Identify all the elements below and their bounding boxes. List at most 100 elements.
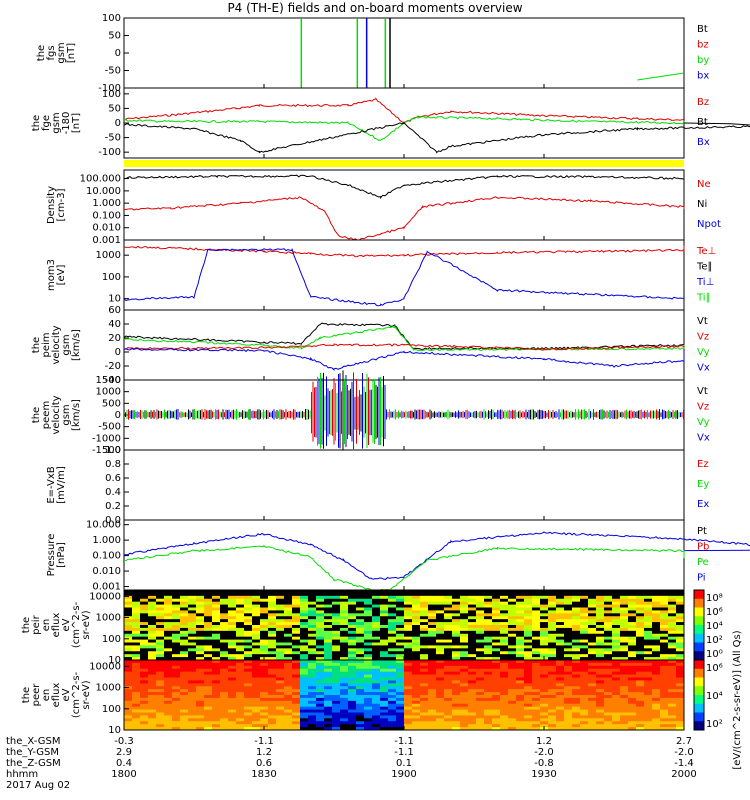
spectrogram-cell bbox=[164, 648, 173, 652]
spectrogram-cell bbox=[148, 660, 157, 664]
spectrogram-cell bbox=[524, 607, 533, 611]
spectrogram-cell bbox=[228, 697, 237, 702]
spectrogram-cell bbox=[172, 695, 181, 699]
spectrogram-cell bbox=[148, 683, 157, 687]
spectrogram-cell bbox=[172, 642, 181, 646]
spectrogram-cell bbox=[524, 689, 533, 693]
spectrogram-cell bbox=[508, 657, 517, 661]
spectrogram-cell bbox=[180, 627, 189, 632]
spectrogram-cell bbox=[572, 700, 581, 705]
spectrogram-cell bbox=[412, 686, 421, 690]
spectrogram-cell bbox=[660, 674, 669, 678]
spectrogram-cell bbox=[236, 662, 245, 667]
spectrogram-cell bbox=[604, 695, 613, 699]
spectrogram-cell bbox=[444, 613, 453, 617]
spectrogram-cell bbox=[532, 727, 541, 731]
spectrogram-cell bbox=[540, 645, 549, 649]
spectrogram-cell bbox=[380, 709, 389, 713]
spectrogram-cell bbox=[460, 630, 469, 635]
spectrogram-cell bbox=[596, 616, 605, 620]
spectrogram-cell bbox=[428, 639, 437, 643]
spectrogram-cell bbox=[556, 622, 565, 626]
spectrogram-cell bbox=[516, 671, 525, 676]
y-axis-label-line: the bbox=[21, 617, 32, 633]
spectrogram-cell bbox=[148, 639, 157, 643]
spectrogram-cell bbox=[596, 703, 605, 708]
spectrogram-cell bbox=[556, 633, 565, 638]
spectrogram-cell bbox=[132, 724, 141, 728]
spectrogram-cell bbox=[460, 683, 469, 687]
spectrogram-cell bbox=[228, 625, 237, 629]
spectrogram-cell bbox=[460, 697, 469, 702]
spectrogram-cell bbox=[548, 607, 557, 611]
spectrogram-cell bbox=[516, 622, 525, 626]
spectrogram-cell bbox=[348, 651, 357, 655]
spectrogram-cell bbox=[604, 651, 613, 655]
colorbar-segment bbox=[694, 598, 704, 608]
spectrogram-cell bbox=[236, 627, 245, 632]
spectrogram-cell bbox=[612, 689, 621, 693]
spectrogram-cell bbox=[628, 636, 637, 641]
spectrogram-cell bbox=[620, 627, 629, 632]
spectrogram-cell bbox=[540, 627, 549, 632]
spectrogram-cell bbox=[476, 622, 485, 626]
spectrogram-cell bbox=[532, 689, 541, 693]
spectrogram-cell bbox=[668, 660, 677, 664]
y-tick-label: 10.000 bbox=[86, 186, 121, 197]
y-tick-label: 1.000 bbox=[92, 198, 121, 209]
spectrogram-cell bbox=[492, 636, 501, 641]
spectrogram-cell bbox=[220, 616, 229, 620]
spectrogram-cell bbox=[156, 601, 165, 606]
spectrogram-cell bbox=[204, 627, 213, 632]
spectrogram-cell bbox=[388, 718, 397, 722]
x-axis-value: 1830 bbox=[251, 769, 276, 780]
spectrogram-cell bbox=[612, 604, 621, 608]
spectrogram-cell bbox=[244, 654, 253, 658]
spectrogram-cell bbox=[668, 697, 677, 702]
spectrogram-cell bbox=[508, 636, 517, 641]
spectrogram-cell bbox=[292, 651, 301, 655]
spectrogram-cell bbox=[308, 645, 317, 649]
x-axis-value: -0.3 bbox=[114, 736, 134, 747]
spectrogram-cell bbox=[460, 595, 469, 600]
spectrogram-cell bbox=[644, 680, 653, 684]
spectrogram-cell bbox=[588, 619, 597, 623]
spectrogram-cell bbox=[324, 645, 333, 649]
spectrogram-cell bbox=[388, 616, 397, 620]
spectrogram-cell bbox=[676, 695, 685, 699]
spectrogram-cell bbox=[308, 709, 317, 713]
spectrogram-cell bbox=[668, 654, 677, 658]
spectrogram-cell bbox=[604, 692, 613, 696]
spectrogram-cell bbox=[636, 636, 645, 641]
spectrogram-cell bbox=[140, 668, 149, 673]
spectrogram-cell bbox=[604, 724, 613, 728]
spectrogram-cell bbox=[620, 590, 629, 594]
spectrogram-cell bbox=[180, 590, 189, 594]
spectrogram-cell bbox=[212, 724, 221, 728]
spectrogram-cell bbox=[636, 627, 645, 632]
spectrogram-cell bbox=[532, 674, 541, 678]
spectrogram-cell bbox=[532, 703, 541, 708]
spectrogram-cell bbox=[644, 590, 653, 594]
spectrogram-cell bbox=[228, 654, 237, 658]
spectrogram-cell bbox=[236, 674, 245, 678]
spectrogram-cell bbox=[140, 625, 149, 629]
legend-entry: Vz bbox=[697, 331, 709, 342]
spectrogram-cell bbox=[316, 622, 325, 626]
spectrogram-cell bbox=[252, 590, 261, 594]
spectrogram-cell bbox=[276, 651, 285, 655]
spectrogram-cell bbox=[516, 642, 525, 646]
spectrogram-cell bbox=[596, 686, 605, 690]
spectrogram-cell bbox=[340, 683, 349, 687]
spectrogram-cell bbox=[268, 692, 277, 696]
spectrogram-cell bbox=[428, 645, 437, 649]
spectrogram-cell bbox=[388, 668, 397, 673]
spectrogram-cell bbox=[484, 648, 493, 652]
spectrogram-cell bbox=[372, 718, 381, 722]
spectrogram-cell bbox=[236, 616, 245, 620]
spectrogram-cell bbox=[332, 654, 341, 658]
spectrogram-cell bbox=[260, 639, 269, 643]
spectrogram-cell bbox=[212, 610, 221, 614]
spectrogram-cell bbox=[636, 668, 645, 673]
